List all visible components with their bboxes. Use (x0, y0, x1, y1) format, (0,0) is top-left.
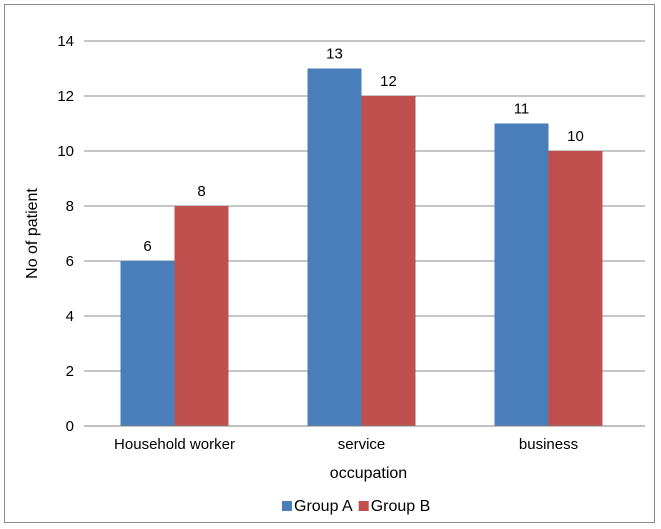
x-axis-title: occupation (330, 465, 407, 482)
data-label: 6 (143, 238, 151, 255)
legend-swatch-group-a (282, 501, 292, 511)
bar-group-a-business (495, 124, 549, 427)
y-tick-label: 14 (57, 33, 74, 50)
y-tick-label: 4 (66, 308, 74, 325)
legend-label: Group B (371, 498, 431, 515)
y-tick-label: 6 (66, 253, 74, 270)
y-tick-label: 0 (66, 418, 74, 435)
data-label: 10 (567, 128, 584, 145)
data-label: 11 (514, 101, 530, 118)
bar-group-b-household-worker (175, 206, 229, 426)
y-tick-label: 2 (66, 363, 74, 380)
y-axis-ticks: 0 2 4 6 8 10 12 14 (57, 33, 74, 435)
y-tick-label: 8 (66, 198, 74, 215)
bar-group-a-service (308, 69, 362, 427)
x-axis-ticks: Household worker service business (114, 436, 578, 453)
bars (121, 69, 603, 427)
legend-swatch-group-b (359, 501, 369, 511)
y-tick-label: 10 (57, 143, 74, 160)
bar-group-b-service (362, 96, 416, 426)
x-tick-label: business (519, 436, 578, 453)
y-axis-title: No of patient (24, 188, 41, 279)
data-label: 12 (380, 73, 397, 90)
x-tick-label: service (338, 436, 386, 453)
bar-group-a-household-worker (121, 261, 175, 426)
legend-label: Group A (294, 498, 353, 515)
data-label: 8 (197, 183, 205, 200)
x-tick-label: Household worker (114, 436, 235, 453)
data-label: 13 (326, 46, 343, 63)
bar-group-b-business (549, 151, 603, 426)
y-tick-label: 12 (57, 88, 74, 105)
legend: Group A Group B (282, 498, 430, 515)
